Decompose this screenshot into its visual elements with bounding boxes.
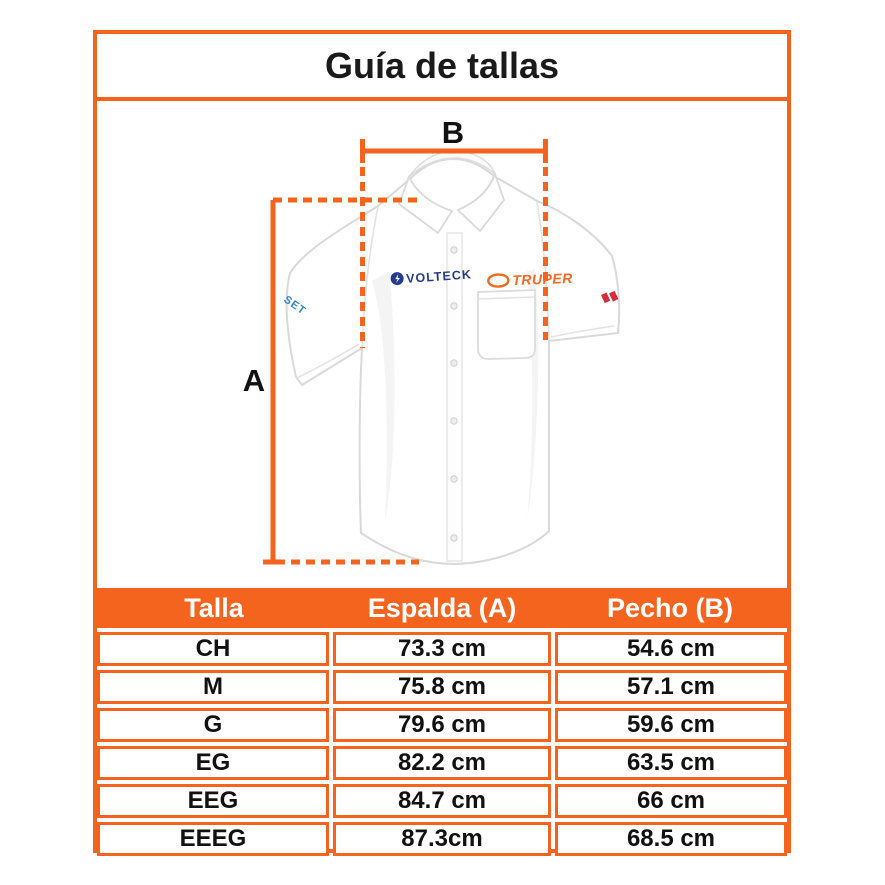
chest-cell: 57.1 cm [555, 670, 787, 704]
outer-frame: Guía de tallas [93, 30, 791, 856]
page-title: Guía de tallas [324, 44, 560, 86]
volteck-bolt-icon [395, 273, 401, 284]
header-espalda: Espalda (A) [367, 592, 517, 623]
right-sleeve-logo [601, 290, 619, 304]
back-cell: 79.6 cm [333, 708, 551, 742]
shirt-illustration: VOLTECK TRUPER SET [281, 150, 621, 566]
right-sleeve-cuff [550, 325, 615, 338]
chest-pocket-hem [477, 296, 536, 300]
shirt-diagram-svg: VOLTECK TRUPER SET [243, 115, 621, 566]
back-cell: 84.7 cm [333, 784, 551, 818]
chest-cell: 63.5 cm [555, 746, 787, 780]
back-cell: 87.3cm [333, 822, 551, 856]
back-cell: 75.8 cm [333, 670, 551, 704]
collar-flap-right [456, 171, 506, 233]
measure-b: B [360, 115, 548, 348]
size-cell: G [97, 708, 329, 742]
volteck-logo: VOLTECK [390, 267, 473, 286]
chest-cell: 54.6 cm [555, 632, 787, 666]
chest-cell: 59.6 cm [555, 708, 787, 742]
size-cell: EEG [97, 784, 329, 818]
shirt-buttons [450, 246, 458, 542]
truper-logo-text: TRUPER [512, 270, 573, 288]
chest-cell: 68.5 cm [555, 822, 787, 856]
size-table-header: Talla Espalda (A) Pecho (B) [97, 588, 787, 628]
measure-a-label: A [243, 363, 265, 398]
back-cell: 73.3 cm [333, 632, 551, 666]
truper-icon [487, 273, 510, 288]
volteck-logo-text: VOLTECK [406, 267, 473, 286]
size-cell: CH [97, 632, 329, 666]
chest-cell: 66 cm [555, 784, 787, 818]
measure-b-label: B [442, 115, 464, 150]
header-talla: Talla [184, 592, 244, 623]
title-bar: Guía de tallas [97, 34, 787, 101]
back-cell: 82.2 cm [333, 746, 551, 780]
shirt-measurement-diagram: VOLTECK TRUPER SET [97, 101, 787, 588]
size-cell: M [97, 670, 329, 704]
size-cell: EEEG [97, 822, 329, 856]
collar-flap-left [397, 174, 454, 235]
right-arm-seam [536, 201, 550, 341]
fabric-fold-left [372, 271, 395, 521]
measure-a: A [243, 197, 419, 565]
size-table-body: CH 73.3 cm 54.6 cm M 75.8 cm 57.1 cm G 7… [97, 628, 787, 856]
truper-logo: TRUPER [487, 270, 573, 288]
header-pecho: Pecho (B) [606, 592, 733, 623]
chest-pocket [477, 289, 536, 360]
left-arm-seam [361, 206, 379, 348]
left-sleeve-cuff [296, 343, 360, 379]
size-cell: EG [97, 746, 329, 780]
size-table: Talla Espalda (A) Pecho (B) CH 73.3 cm 5… [97, 588, 787, 856]
